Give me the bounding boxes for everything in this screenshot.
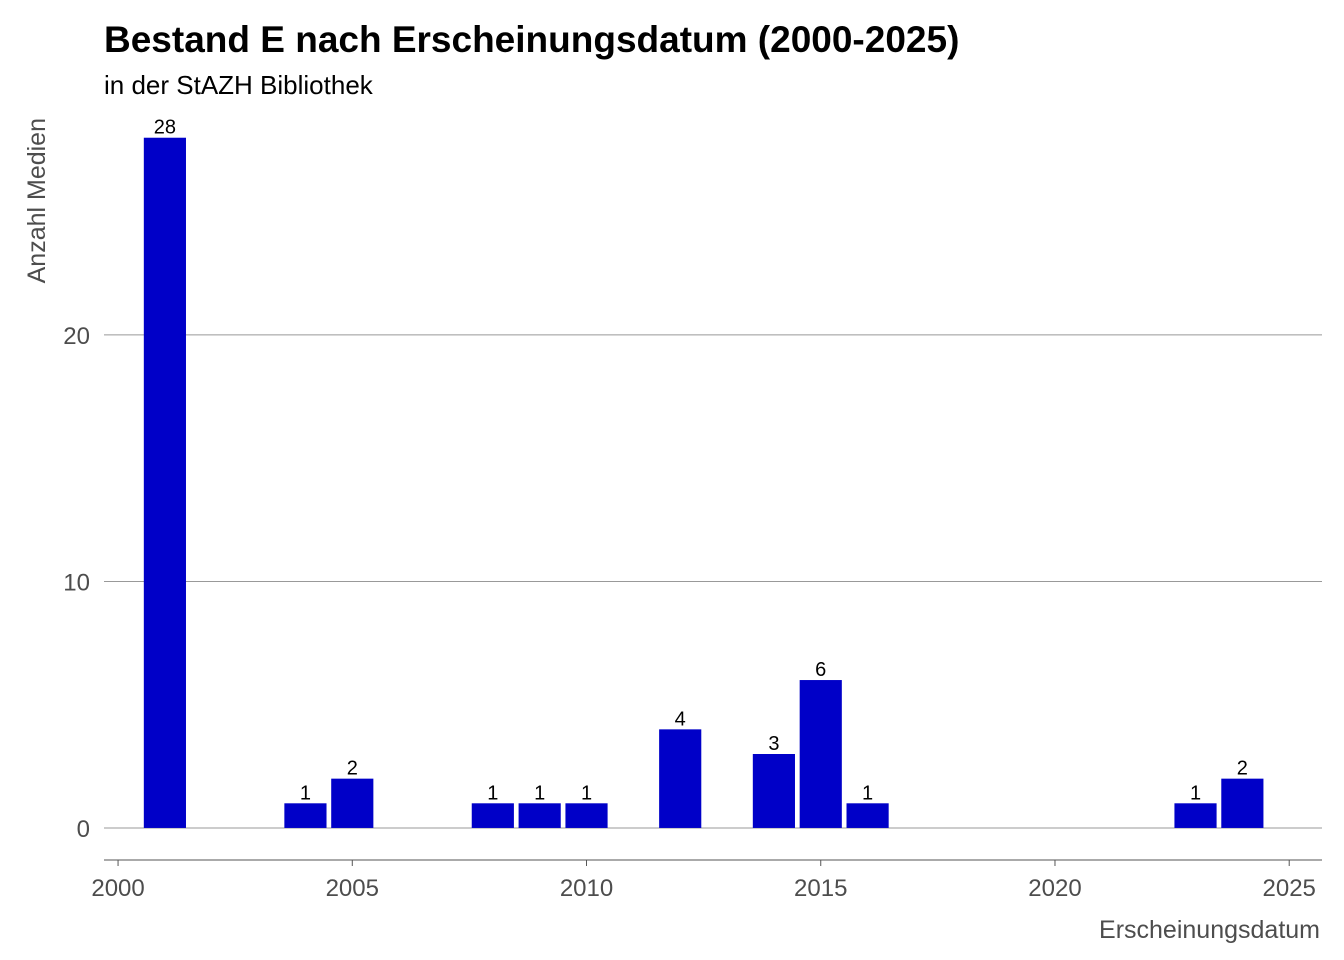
x-tick-label: 2010 (560, 875, 613, 902)
bar-value-label: 1 (534, 782, 545, 804)
bar-value-label: 2 (347, 758, 358, 780)
bar (799, 680, 842, 828)
bar-value-label: 28 (154, 117, 176, 139)
bar (659, 729, 702, 828)
bar (846, 803, 889, 828)
bar-value-label: 1 (862, 782, 873, 804)
x-axis-title: Erscheinungsdatum (1099, 916, 1320, 944)
bar (1174, 803, 1217, 828)
bar-value-label: 1 (581, 782, 592, 804)
bar (143, 137, 186, 828)
bar (565, 803, 608, 828)
bar-value-label: 3 (768, 733, 779, 755)
x-tick-label: 2000 (91, 875, 144, 902)
bar-value-label: 1 (1190, 782, 1201, 804)
chart-subtitle: in der StAZH Bibliothek (104, 70, 374, 100)
bar (752, 754, 795, 828)
bar-value-label: 6 (815, 659, 826, 681)
bar-value-label: 4 (675, 708, 686, 730)
bar (331, 778, 374, 828)
x-tick-label: 2005 (326, 875, 379, 902)
y-axis-title: Anzahl Medien (23, 118, 51, 283)
x-tick-label: 2020 (1028, 875, 1081, 902)
chart-title: Bestand E nach Erscheinungsdatum (2000-2… (104, 19, 959, 60)
x-axis: 2000 2005 2010 2015 2020 2025 (91, 859, 1322, 902)
bar (471, 803, 514, 828)
bars (143, 137, 1264, 828)
data-labels: 28 1 2 1 1 1 4 3 6 1 1 2 (154, 117, 1248, 805)
bar-value-label: 1 (300, 782, 311, 804)
y-tick-label: 0 (77, 816, 90, 843)
x-tick-label: 2015 (794, 875, 847, 902)
bar (1221, 778, 1264, 828)
bar (284, 803, 327, 828)
y-tick-label: 20 (63, 323, 90, 350)
y-axis-ticks: 0 10 20 (63, 323, 90, 843)
bar-value-label: 1 (487, 782, 498, 804)
y-tick-label: 10 (63, 569, 90, 596)
gridlines (104, 334, 1322, 829)
bar-value-label: 2 (1237, 758, 1248, 780)
x-tick-label: 2025 (1263, 875, 1316, 902)
bar (518, 803, 561, 828)
